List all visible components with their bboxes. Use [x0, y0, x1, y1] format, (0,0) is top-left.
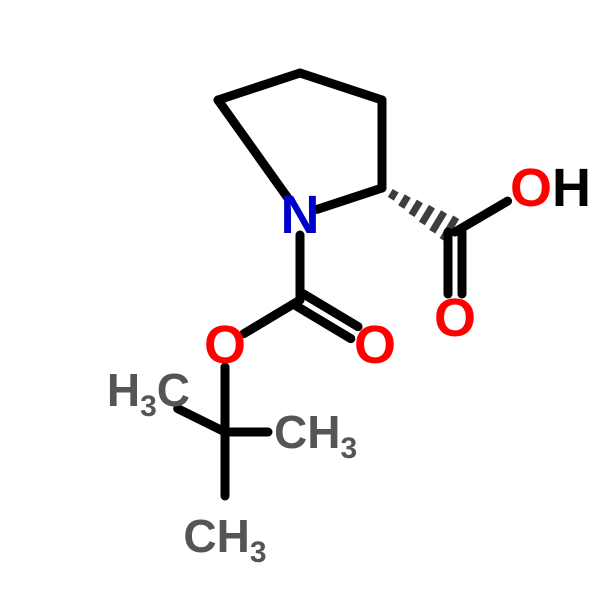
- bond-single: [218, 73, 300, 100]
- atom-label: O: [354, 315, 396, 375]
- atom-label: O: [434, 288, 476, 348]
- bond-single: [455, 201, 508, 232]
- bond-single: [300, 73, 382, 100]
- bond-single: [317, 188, 382, 209]
- bond-single: [244, 300, 300, 334]
- atom-label: H3C: [107, 364, 190, 423]
- atom-label: OH: [510, 158, 591, 218]
- atom-label: N: [281, 185, 320, 245]
- atom-label: O: [204, 315, 246, 375]
- bond-single: [218, 100, 290, 200]
- atom-label: CH3: [274, 406, 357, 465]
- atom-label: CH3: [183, 510, 266, 569]
- molecule-diagram: NOOOOHH3CCH3CH3: [0, 0, 600, 600]
